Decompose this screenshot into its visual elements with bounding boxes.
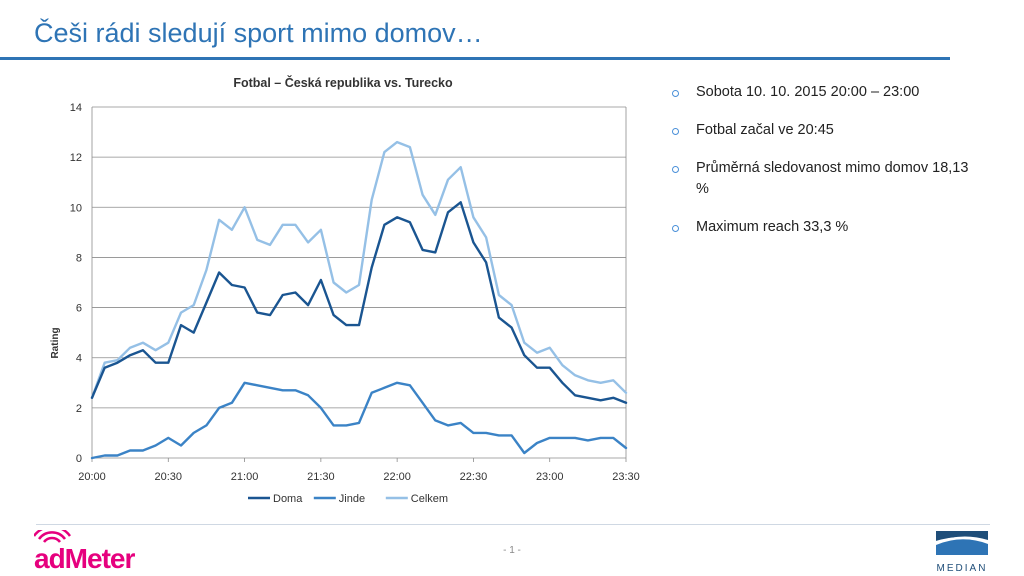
x-tick-label: 20:00 <box>78 471 106 483</box>
y-tick-label: 0 <box>76 453 82 465</box>
title-rule <box>0 57 950 60</box>
bullet-item: Maximum reach 33,3 % <box>670 217 970 238</box>
bullet-circle-icon <box>672 166 679 173</box>
y-axis-label: Rating <box>50 327 61 358</box>
y-tick-label: 2 <box>76 403 82 415</box>
x-tick-label: 20:30 <box>155 471 183 483</box>
svg-text:adMeter: adMeter <box>34 543 135 574</box>
admeter-logo: adMeter <box>34 530 136 574</box>
x-tick-label: 21:30 <box>307 471 335 483</box>
bullet-circle-icon <box>672 90 679 97</box>
y-tick-label: 4 <box>76 353 82 365</box>
page-number: - 1 - <box>503 545 521 556</box>
y-tick-label: 12 <box>70 152 82 164</box>
y-tick-label: 10 <box>70 202 82 214</box>
median-emblem-icon <box>935 531 989 555</box>
legend-label: Celkem <box>411 493 448 505</box>
bullet-list: Sobota 10. 10. 2015 20:00 – 23:00 Fotbal… <box>670 82 970 255</box>
bullet-item: Sobota 10. 10. 2015 20:00 – 23:00 <box>670 82 970 103</box>
x-tick-label: 22:30 <box>460 471 488 483</box>
footer-rule <box>36 524 990 525</box>
y-tick-label: 8 <box>76 252 82 264</box>
median-logo: MEDIAN <box>930 528 994 574</box>
y-tick-label: 14 <box>70 102 82 114</box>
x-tick-label: 23:30 <box>612 471 640 483</box>
median-wordmark: MEDIAN <box>936 563 988 574</box>
bullet-circle-icon <box>672 128 679 135</box>
rating-line-chart: Fotbal – Česká republika vs. Turecko Rat… <box>50 75 640 505</box>
series-line-doma <box>90 201 628 404</box>
bullet-item: Průměrná sledovanost mimo domov 18,13 % <box>670 158 970 200</box>
chart-title: Fotbal – Česká republika vs. Turecko <box>233 75 453 90</box>
x-tick-label: 23:00 <box>536 471 564 483</box>
series-line-jinde <box>90 381 628 460</box>
slide-title: Češi rádi sledují sport mimo domov… <box>34 18 483 48</box>
legend-label: Doma <box>273 493 303 505</box>
x-tick-label: 21:00 <box>231 471 259 483</box>
series-line-celkem <box>90 140 628 399</box>
legend-label: Jinde <box>339 493 365 505</box>
bullet-circle-icon <box>672 225 679 232</box>
x-tick-label: 22:00 <box>383 471 411 483</box>
y-tick-label: 6 <box>76 303 82 315</box>
bullet-item: Fotbal začal ve 20:45 <box>670 120 970 141</box>
